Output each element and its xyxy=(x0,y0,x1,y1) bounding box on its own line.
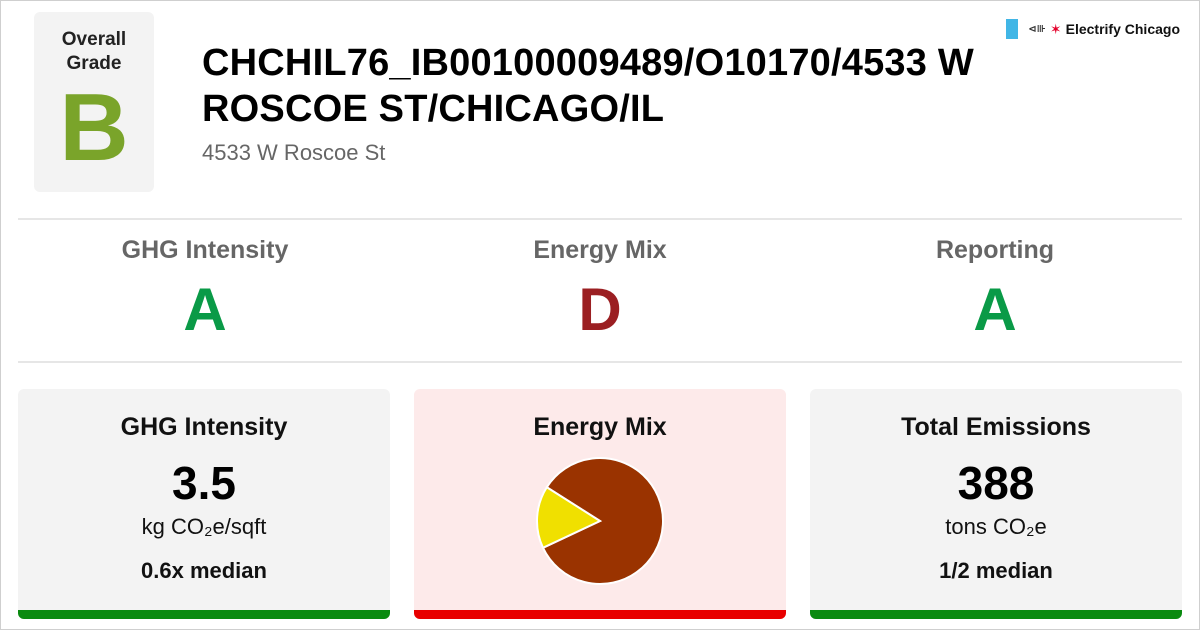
subgrade-reporting: Reporting A xyxy=(845,236,1145,343)
star-icon: ✶ xyxy=(1049,20,1062,37)
divider xyxy=(18,218,1182,220)
total-emissions-median: 1/2 median xyxy=(939,558,1053,583)
ghg-intensity-unit: kg CO₂e/sqft xyxy=(141,514,267,539)
status-bar xyxy=(414,610,786,619)
ghg-intensity-card: GHG Intensity 3.5 kg CO₂e/sqft 0.6x medi… xyxy=(18,389,390,619)
subgrade-label: Reporting xyxy=(935,236,1055,264)
building-address: 4533 W Roscoe St xyxy=(202,140,386,165)
overall-label-line1: Overall xyxy=(61,29,127,50)
pie-slice-electricity xyxy=(536,485,603,550)
energy-mix-pie-chart xyxy=(536,457,664,585)
total-emissions-value: 388 xyxy=(957,457,1035,509)
ghg-intensity-value: 3.5 xyxy=(172,457,236,509)
overall-grade-box: Overall Grade B xyxy=(34,12,154,192)
plug-icon: ⊲⊪ xyxy=(1028,23,1046,35)
subgrade-label: GHG Intensity xyxy=(121,236,289,264)
subgrade-letter: A xyxy=(973,276,1017,343)
card-title: Total Emissions xyxy=(901,413,1091,441)
energy-mix-card: Energy Mix xyxy=(414,389,786,619)
card-title: GHG Intensity xyxy=(120,413,288,441)
ghg-intensity-median: 0.6x median xyxy=(141,558,267,583)
subgrade-letter: A xyxy=(183,276,227,343)
brand-name: Electrify Chicago xyxy=(1065,21,1180,37)
subgrade-label: Energy Mix xyxy=(533,236,667,264)
subgrade-ghg: GHG Intensity A xyxy=(55,236,355,343)
overall-grade-letter: B xyxy=(59,74,129,181)
status-bar xyxy=(810,610,1182,619)
chicago-flag-icon xyxy=(1006,19,1019,39)
card-title: Energy Mix xyxy=(533,413,667,441)
subgrade-letter: D xyxy=(578,276,622,343)
building-title: CHCHIL76_IB00100009489/O10170/4533 W ROS… xyxy=(202,42,974,130)
brand-logo[interactable]: ⊲⊪ ✶ Electrify Chicago xyxy=(1006,18,1180,40)
overall-label-line2: Grade xyxy=(66,53,122,74)
total-emissions-unit: tons CO₂e xyxy=(945,514,1047,539)
subgrade-energy-mix: Energy Mix D xyxy=(450,236,750,343)
pie-slice-gas xyxy=(541,457,664,585)
overall-grade-label: Overall Grade xyxy=(34,28,154,76)
divider xyxy=(18,361,1182,363)
status-bar xyxy=(18,610,390,619)
total-emissions-card: Total Emissions 388 tons CO₂e 1/2 median xyxy=(810,389,1182,619)
